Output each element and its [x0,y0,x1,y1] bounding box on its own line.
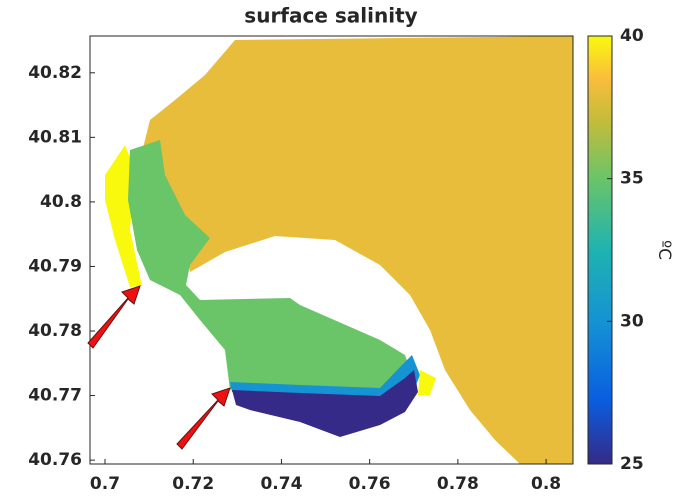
y-tick-label: 40.78 [28,321,82,341]
y-tick-label: 40.8 [40,192,82,212]
salinity-region [232,370,418,437]
y-tick-label: 40.82 [28,63,82,83]
x-tick-label: 0.76 [349,474,391,494]
salinity-region [128,140,412,392]
salinity-region [230,355,420,400]
arrows [87,285,231,450]
chart-title: surface salinity [244,4,417,28]
salinity-region [140,36,573,464]
colorbar-tick-label: 30 [620,311,644,331]
y-tick-label: 40.76 [28,450,82,470]
colorbar-tick-label: 40 [620,26,644,46]
arrow [176,387,231,450]
x-tick-label: 0.78 [437,474,479,494]
y-tick-label: 40.81 [28,127,82,147]
colorbar-tick-label: 25 [620,454,644,474]
colorbar-tick-label: 35 [620,169,644,189]
colorbar-label: ºC [654,240,674,260]
arrow [87,285,141,349]
field [105,36,573,464]
colorbar [587,35,613,465]
x-tick-label: 0.72 [172,474,214,494]
y-tick-label: 40.77 [28,386,82,406]
salinity-region [418,370,436,395]
y-tick-label: 40.79 [28,256,82,276]
x-tick-label: 0.7 [90,474,120,494]
x-tick-label: 0.8 [531,474,561,494]
x-tick-label: 0.74 [260,474,302,494]
plot-frame [89,35,574,465]
